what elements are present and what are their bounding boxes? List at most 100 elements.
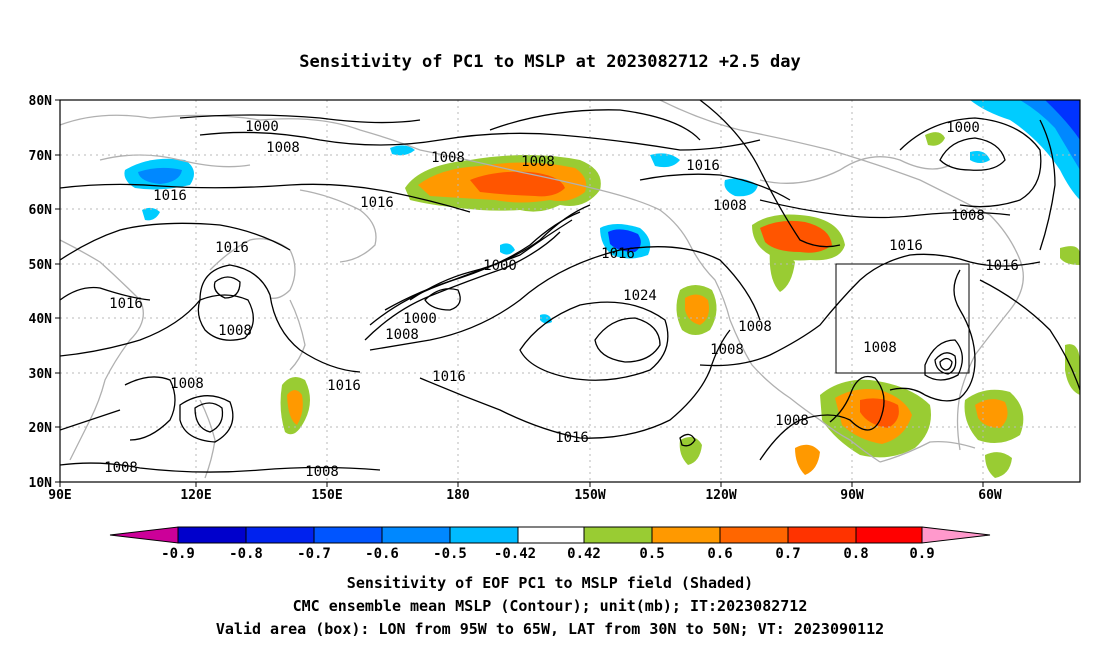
isobar (699, 100, 841, 248)
isobar (424, 288, 461, 311)
contour-label: 1016 (555, 430, 589, 446)
isobar (899, 117, 1042, 208)
isobar (194, 402, 224, 433)
contour-label: 1016 (327, 378, 361, 394)
contour-label: 1000 (403, 311, 437, 327)
colorbar-label: -0.42 (494, 546, 536, 562)
contour-label: 1016 (360, 195, 394, 211)
shade-positive-patch (860, 398, 899, 428)
contour-label: 1008 (951, 208, 985, 224)
contour-label: 1016 (985, 258, 1019, 274)
colorbar-cell (449, 526, 519, 544)
contour-label: 1000 (483, 258, 517, 274)
isobar (199, 131, 761, 151)
isobar (934, 352, 957, 375)
colorbar-cell (313, 526, 383, 544)
caption-line-2: CMC ensemble mean MSLP (Contour); unit(m… (293, 597, 808, 615)
contour-label: 1016 (109, 296, 143, 312)
shade-negative-patch (970, 151, 990, 163)
isobar (939, 357, 953, 371)
colorbar-cell (245, 526, 315, 544)
colorbar-label: -0.6 (365, 546, 399, 562)
isobar (759, 199, 1011, 219)
isobar (60, 264, 361, 373)
colorbar-cell (583, 526, 653, 544)
colorbar-max-triangle (921, 526, 991, 544)
shade-positive-patch (985, 452, 1012, 478)
ticks (55, 99, 984, 487)
map-frame (59, 99, 1081, 483)
shade-positive-patch (795, 444, 820, 475)
contour-label: 1000 (946, 120, 980, 136)
contour-label: 1008 (521, 154, 555, 170)
shade-negative-patch (1045, 100, 1080, 140)
colorbar-label: 0.6 (707, 546, 732, 562)
lat-label: 30N (29, 367, 53, 382)
isobar (939, 137, 1006, 171)
shade-negative-patch (608, 229, 641, 252)
isobar (594, 317, 661, 363)
lat-label: 50N (29, 258, 53, 273)
colorbar-cell (855, 526, 923, 544)
contour-label: 1016 (153, 188, 187, 204)
lon-label: 150E (311, 488, 342, 503)
contour-label: 1016 (432, 369, 466, 385)
contour-label: 1008 (710, 342, 744, 358)
isobar (179, 114, 421, 124)
shade-positive-patch (925, 132, 945, 146)
colorbar-label: 0.5 (639, 546, 664, 562)
lat-label: 60N (29, 203, 53, 218)
map-title: Sensitivity of PC1 to MSLP at 2023082712… (299, 52, 801, 72)
shade-negative-patch (142, 207, 160, 221)
isobar (197, 294, 254, 341)
isobar (60, 183, 471, 213)
contour-labels: 1000 1008 1008 1008 1016 1000 1008 1016 … (104, 119, 1019, 480)
shade-positive-patch (769, 250, 795, 292)
isobar (1039, 119, 1056, 251)
contour-label: 1008 (266, 140, 300, 156)
contour-label: 1008 (863, 340, 897, 356)
lat-label: 10N (29, 476, 53, 491)
caption-line-3: Valid area (box): LON from 95W to 65W, L… (216, 620, 884, 638)
valid-area-box (835, 263, 970, 374)
isobar (364, 231, 561, 341)
lon-label: 60W (978, 488, 1002, 503)
lat-label: 80N (29, 94, 53, 109)
lon-label: 90E (48, 488, 71, 503)
colorbar-label: 0.8 (843, 546, 868, 562)
shade-positive-patch (679, 436, 702, 465)
colorbar-cell (787, 526, 857, 544)
contour-label: 1008 (218, 323, 252, 339)
colorbar-min-triangle (109, 526, 179, 544)
lon-label: 120E (180, 488, 211, 503)
longitude-labels: 90E 120E 150E 180 150W 120W 90W 60W (48, 488, 1002, 503)
isobar (699, 253, 1041, 367)
caption-line-1: Sensitivity of EOF PC1 to MSLP field (Sh… (347, 574, 753, 592)
isobar (679, 433, 696, 447)
contour-label: 1008 (305, 464, 339, 480)
shade-positive-patch (685, 294, 709, 325)
isobar (60, 462, 381, 473)
colorbar-cell (517, 526, 585, 544)
isobar (889, 269, 976, 402)
shade-negative-patch (390, 145, 415, 156)
isobar (60, 222, 291, 261)
colorbar-label: -0.9 (161, 546, 195, 562)
contour-label: 1000 (245, 119, 279, 135)
contour-label: 1008 (385, 327, 419, 343)
isobar (179, 395, 234, 443)
latitude-labels: 80N 70N 60N 50N 40N 30N 20N 10N (29, 94, 53, 491)
contour-label: 1016 (686, 158, 720, 174)
contour-label: 1016 (601, 246, 635, 262)
isobar (979, 279, 1080, 391)
lat-label: 20N (29, 421, 53, 436)
colorbar-label: 0.42 (567, 546, 601, 562)
contour-label: 1008 (431, 150, 465, 166)
coastlines (60, 100, 1024, 479)
shade-negative-patch (724, 178, 758, 197)
colorbar-label: 0.7 (775, 546, 800, 562)
lon-label: 180 (446, 488, 470, 503)
isobar (60, 409, 121, 431)
colorbar-label: -0.5 (433, 546, 467, 562)
shade-negative-patch (138, 167, 182, 184)
